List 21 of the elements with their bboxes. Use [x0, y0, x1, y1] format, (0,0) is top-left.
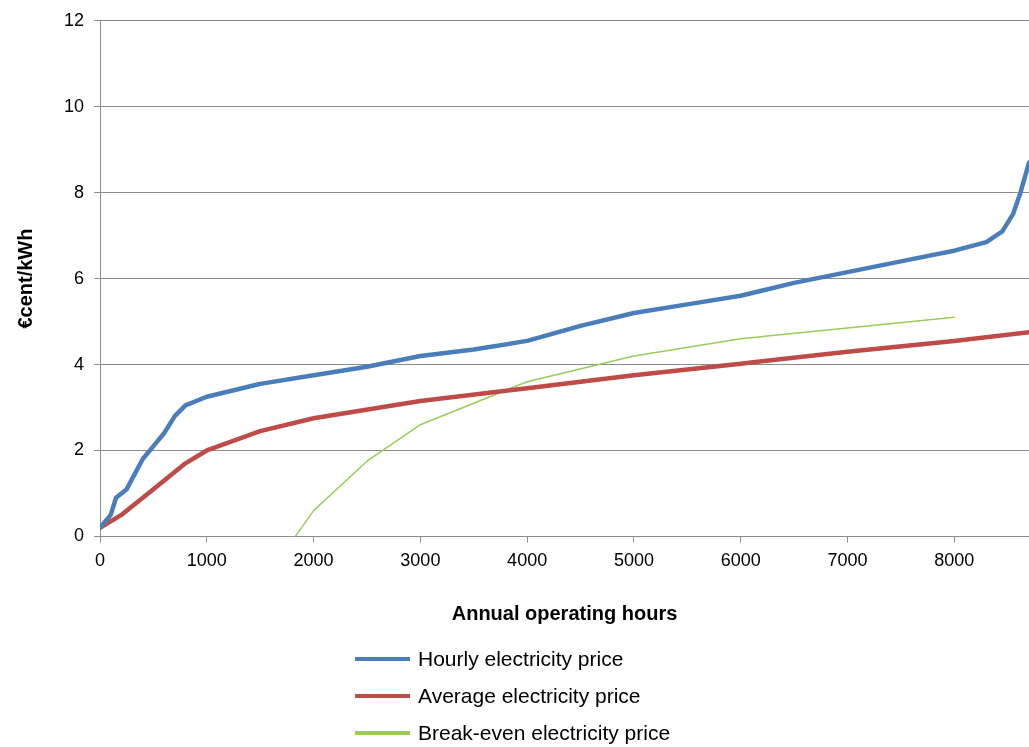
- x-tick-label: 5000: [613, 550, 654, 571]
- x-tick-label: 3000: [400, 550, 441, 571]
- y-tick-label: 8: [74, 181, 85, 202]
- y-tick-label: 0: [74, 525, 85, 546]
- x-tick-label: 1000: [186, 550, 227, 571]
- x-tick-label: 8000: [934, 550, 975, 571]
- legend-label: Hourly electricity price: [418, 646, 624, 671]
- x-tick-label: 7000: [827, 550, 868, 571]
- y-tick-label: 2: [74, 439, 85, 460]
- x-tick-label: 6000: [720, 550, 761, 571]
- legend-label: Average electricity price: [418, 683, 641, 708]
- x-tick-label: 2000: [293, 550, 334, 571]
- y-axis-title: €cent/kWh: [13, 228, 36, 329]
- y-tick-label: 6: [74, 267, 85, 288]
- legend-label: Break-even electricity price: [418, 720, 671, 745]
- y-tick-label: 10: [63, 95, 85, 116]
- x-tick-label: 0: [95, 550, 106, 571]
- y-tick-label: 4: [74, 353, 85, 374]
- y-tick-label: 12: [63, 9, 85, 30]
- x-tick-label: 4000: [507, 550, 548, 571]
- x-axis-title: Annual operating hours: [451, 601, 678, 624]
